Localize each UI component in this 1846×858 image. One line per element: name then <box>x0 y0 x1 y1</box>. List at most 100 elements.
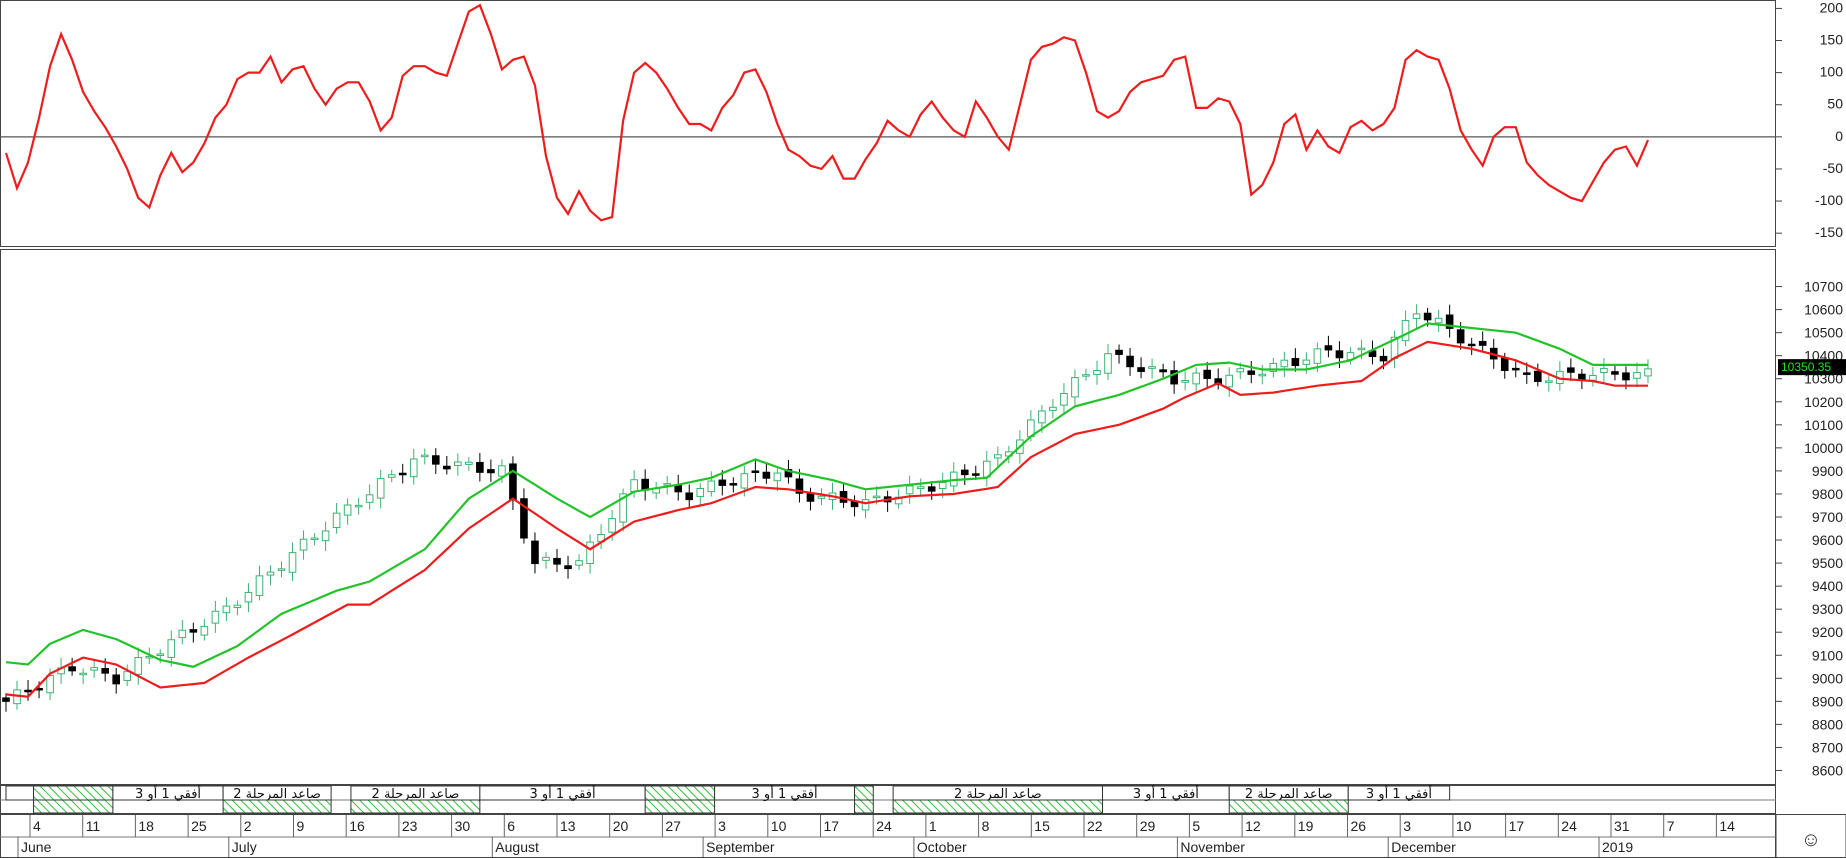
candle-114 <box>1258 364 1267 385</box>
candle-20 <box>222 597 231 622</box>
candle-21 <box>233 600 242 616</box>
candle-29 <box>321 521 330 552</box>
osc-y-label-1: 150 <box>1820 32 1844 48</box>
candle-140 <box>1545 374 1553 392</box>
day-label-5: 9 <box>297 818 305 834</box>
stage-segment-2: أفقي 1 أو 3 <box>112 785 224 802</box>
day-label-9: 6 <box>507 818 515 834</box>
day-label-2: 18 <box>138 818 154 834</box>
candle-52 <box>575 554 583 571</box>
candle-105 <box>1159 363 1167 378</box>
candle-103 <box>1137 357 1145 379</box>
stage-segment-0 <box>5 785 35 801</box>
osc-y-label-7: -150 <box>1815 224 1843 240</box>
day-label-14: 10 <box>771 818 787 834</box>
candle-48 <box>531 532 539 574</box>
month-label-5: November <box>1180 839 1245 855</box>
candle-39 <box>431 448 440 474</box>
price-y-label-0: 10700 <box>1804 279 1843 295</box>
price-y-label-8: 9900 <box>1812 463 1843 479</box>
stage-segment-8 <box>854 785 874 801</box>
osc-y-label-0: 200 <box>1820 0 1844 15</box>
candle-11 <box>123 664 132 686</box>
price-y-label-20: 8700 <box>1812 739 1843 755</box>
stage-label-7: أفقي 1 أو 3 <box>752 785 818 802</box>
stage-hatch-6 <box>1228 799 1349 814</box>
day-label-0: 4 <box>33 818 41 834</box>
candle-50 <box>553 548 561 572</box>
day-label-30: 31 <box>1614 818 1630 834</box>
day-label-13: 3 <box>718 818 726 834</box>
day-ticks: 4 11 18 25 2 9 16 23 30 6 13 20 27 3 10 17 24 1 8 15 22 29 5 12… <box>29 815 1735 837</box>
stage-row-secondary <box>33 799 1349 814</box>
candle-101 <box>1115 344 1123 364</box>
stage-label-11: صاعد المرحلة 2 <box>1245 787 1333 802</box>
stage-segment-12: أفقي 1 أو 3 <box>1347 785 1451 802</box>
month-label-1: July <box>232 839 257 855</box>
day-label-28: 17 <box>1509 818 1525 834</box>
price-y-label-14: 9300 <box>1812 601 1843 617</box>
candle-102 <box>1126 347 1134 376</box>
candle-8 <box>90 658 98 678</box>
candle-12 <box>134 647 143 685</box>
smiley-icon[interactable]: ☺ <box>1801 829 1821 851</box>
oscillator-panel: 200 150 100 50 0 -50 -100 -150 <box>0 0 1843 247</box>
candle-148 <box>1633 362 1641 388</box>
day-label-26: 3 <box>1403 818 1411 834</box>
month-label-7: 2019 <box>1602 839 1633 855</box>
candle-69 <box>762 463 771 484</box>
day-label-22: 5 <box>1192 818 1200 834</box>
stage-label-4: صاعد المرحلة 2 <box>372 787 460 802</box>
candle-130 <box>1434 309 1443 332</box>
candle-145 <box>1600 358 1608 383</box>
candle-24 <box>266 565 275 586</box>
osc-y-label-4: 0 <box>1835 128 1843 144</box>
price-y-label-2: 10500 <box>1804 325 1843 341</box>
price-panel-frame <box>0 249 1776 785</box>
last-price-tag: 10350.35 <box>1778 359 1846 376</box>
oscillator-y-axis: 200 150 100 50 0 -50 -100 -150 <box>1776 0 1843 240</box>
day-label-7: 23 <box>402 818 418 834</box>
day-label-1: 11 <box>86 818 101 834</box>
price-y-label-17: 9000 <box>1812 670 1843 686</box>
candle-72 <box>795 469 804 503</box>
candle-7 <box>79 668 87 685</box>
candle-70 <box>773 467 782 492</box>
osc-y-label-3: 50 <box>1827 96 1843 112</box>
candle-34 <box>376 469 385 509</box>
candle-32 <box>354 497 363 515</box>
stage-label-10: أفقي 1 أو 3 <box>1133 785 1199 802</box>
osc-y-label-6: -100 <box>1815 192 1843 208</box>
moving-average-slow-line <box>5 322 1648 668</box>
stage-label-9: صاعد المرحلة 2 <box>954 787 1042 802</box>
day-label-16: 24 <box>876 818 892 834</box>
day-label-15: 17 <box>824 818 840 834</box>
price-y-label-21: 8600 <box>1812 762 1843 778</box>
candle-22 <box>244 583 253 612</box>
candle-25 <box>277 561 286 578</box>
stage-label-3: صاعد المرحلة 2 <box>233 787 321 802</box>
candle-96 <box>1060 383 1068 414</box>
price-y-label-12: 9500 <box>1812 555 1843 571</box>
candle-115 <box>1269 357 1278 378</box>
price-y-label-16: 9100 <box>1812 647 1843 663</box>
stage-hatch-4 <box>854 799 874 814</box>
candle-42 <box>465 457 473 472</box>
candle-120 <box>1324 335 1333 358</box>
oscillator-series-line <box>4 3 1650 222</box>
candle-51 <box>564 555 572 579</box>
candle-41 <box>454 453 462 476</box>
candle-131 <box>1445 304 1454 338</box>
osc-y-label-2: 100 <box>1820 64 1844 80</box>
moving-average-fast-line <box>5 340 1648 698</box>
candle-31 <box>343 498 352 525</box>
stage-hatch-5 <box>892 799 1104 814</box>
price-y-axis: 1070010600105001040010300102001010010000… <box>1776 279 1843 778</box>
candle-36 <box>398 463 407 484</box>
time-axis: 4 11 18 25 2 9 16 23 30 6 13 20 27 3 10 17 24 1 8 15 22 29 5 12… <box>0 814 1846 858</box>
candle-74 <box>817 488 826 506</box>
candle-83 <box>916 478 925 496</box>
candle-97 <box>1071 369 1079 407</box>
candle-10 <box>112 667 121 694</box>
candle-98 <box>1082 368 1090 381</box>
